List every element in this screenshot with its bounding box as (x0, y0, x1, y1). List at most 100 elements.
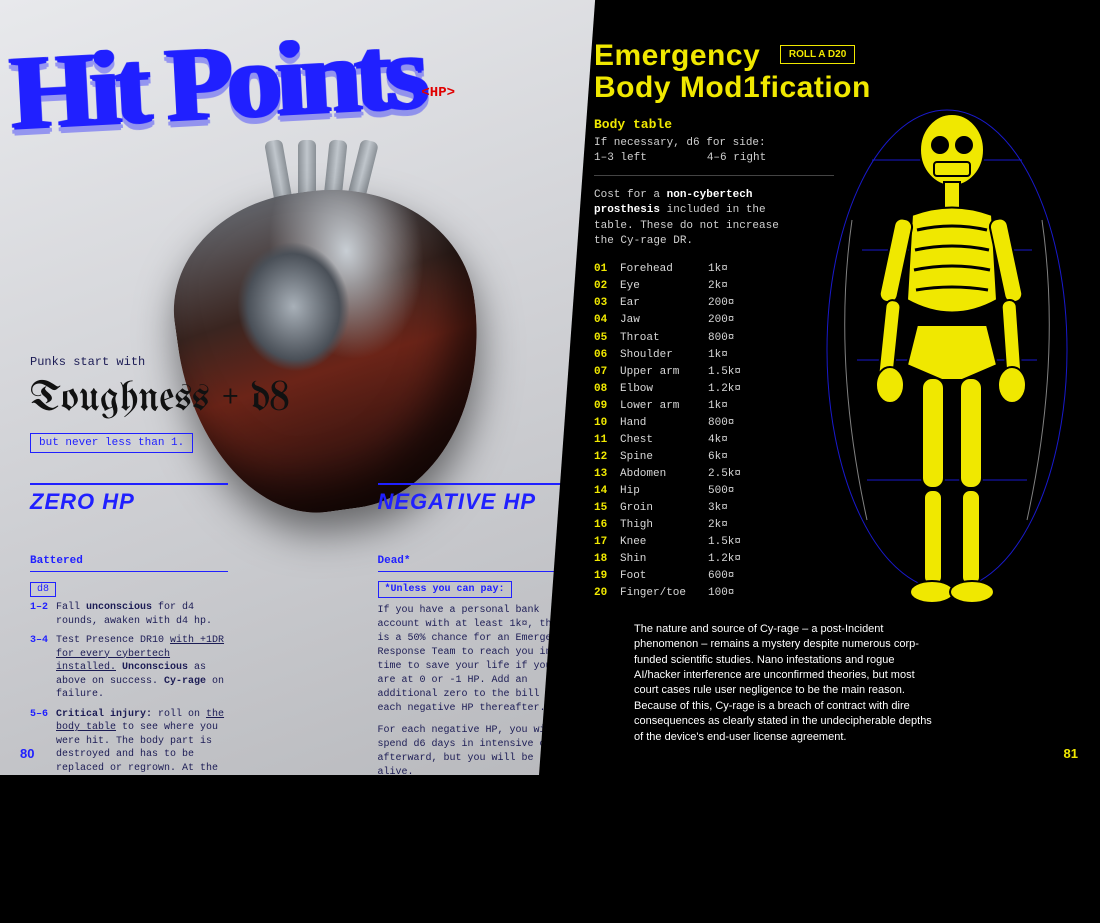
rule-number: 5–6 (30, 708, 56, 816)
body-part-number: 06 (594, 347, 620, 364)
body-part-name: Knee (620, 534, 708, 551)
body-part-name: Lower arm (620, 398, 708, 415)
unless-pay-label: *Unless you can pay: (378, 581, 512, 598)
body-part-cost: 2.5k¤ (708, 466, 741, 483)
rule-text: Critical injury: roll on the body table … (56, 708, 228, 816)
rule-number: 7 (30, 822, 56, 876)
body-part-name: Foot (620, 568, 708, 585)
side-right: 4–6 right (707, 151, 766, 166)
body-part-name: Groin (620, 500, 708, 517)
heart-illustration (160, 160, 500, 510)
cost-note: Cost for a non-cybertech prosthesis incl… (594, 188, 804, 250)
toughness-formula: Toughness + d8 (30, 377, 575, 421)
body-part-number: 07 (594, 364, 620, 381)
body-part-cost: 800¤ (708, 330, 734, 347)
body-part-number: 11 (594, 432, 620, 449)
body-part-cost: 1.2k¤ (708, 381, 741, 398)
min-hp-note: but never less than 1. (30, 433, 193, 453)
body-part-name: Throat (620, 330, 708, 347)
body-part-cost: 600¤ (708, 568, 734, 585)
body-part-number: 04 (594, 312, 620, 329)
skeleton-illustration (812, 100, 1082, 610)
body-part-number: 09 (594, 398, 620, 415)
body-part-name: Upper arm (620, 364, 708, 381)
body-part-number: 18 (594, 551, 620, 568)
body-part-cost: 3k¤ (708, 500, 728, 517)
negative-hp-sub: Dead* (378, 515, 576, 572)
body-part-name: Eye (620, 278, 708, 295)
cyrage-rules: Someone in CY-RAGE goes berserk, tempora… (378, 788, 576, 923)
body-part-number: 13 (594, 466, 620, 483)
body-part-number: 20 (594, 585, 620, 602)
body-part-cost: 6k¤ (708, 449, 728, 466)
body-part-name: Forehead (620, 261, 708, 278)
rule-number: 3–4 (30, 634, 56, 702)
emergency-title-line1: Emergency (594, 39, 760, 72)
rule-row: 3–4Test Presence DR10 with +1DR for ever… (30, 634, 228, 702)
body-part-name: Finger/toe (620, 585, 708, 602)
body-part-cost: 1k¤ (708, 261, 728, 278)
body-part-cost: 200¤ (708, 312, 734, 329)
punks-start-label: Punks start with (30, 355, 575, 369)
cyrage-lore-paragraph: The nature and source of Cy-rage – a pos… (634, 622, 934, 745)
emergency-title: Emergency ROLL A D20 Body Mod1fication (594, 40, 1070, 103)
battered-rules-list: 1–2Fall unconscious for d4 rounds, awake… (30, 601, 228, 895)
body-part-cost: 500¤ (708, 483, 734, 500)
body-part-name: Thigh (620, 517, 708, 534)
hp-tag: <HP> (421, 85, 455, 101)
body-part-number: 02 (594, 278, 620, 295)
body-part-name: Abdomen (620, 466, 708, 483)
body-part-name: Ear (620, 295, 708, 312)
body-part-cost: 2k¤ (708, 517, 728, 534)
body-part-name: Elbow (620, 381, 708, 398)
rule-number: 1–2 (30, 601, 56, 628)
body-part-number: 03 (594, 295, 620, 312)
body-part-cost: 1k¤ (708, 398, 728, 415)
body-part-number: 17 (594, 534, 620, 551)
emergency-title-line2: Body Mod1fication (594, 71, 871, 104)
rule-text: Hemorrhage: death in d2 hours unless tre… (56, 822, 228, 876)
body-part-cost: 1.2k¤ (708, 551, 741, 568)
body-part-number: 05 (594, 330, 620, 347)
body-part-cost: 1.5k¤ (708, 364, 741, 381)
page-number-right: 81 (1064, 746, 1078, 761)
rule-row: 1–2Fall unconscious for d4 rounds, awake… (30, 601, 228, 628)
body-part-cost: 800¤ (708, 415, 734, 432)
left-page: Hit Points <HP> Punks start with Toughne… (0, 0, 605, 775)
body-part-name: Spine (620, 449, 708, 466)
body-part-number: 16 (594, 517, 620, 534)
body-part-number: 10 (594, 415, 620, 432)
body-part-number: 01 (594, 261, 620, 278)
rule-row: 5–6Critical injury: roll on the body tab… (30, 708, 228, 816)
zero-hp-column: ZERO HP Battered d8 1–2Fall unconscious … (30, 483, 228, 923)
body-part-number: 19 (594, 568, 620, 585)
body-part-name: Shoulder (620, 347, 708, 364)
side-rule: If necessary, d6 for side: 1–3 left 4–6 … (594, 136, 834, 176)
body-part-number: 15 (594, 500, 620, 517)
page-title-graffiti: Hit Points (9, 34, 424, 129)
body-part-cost: 4k¤ (708, 432, 728, 449)
body-part-name: Hand (620, 415, 708, 432)
rule-text: Test Presence DR10 with +1DR for every c… (56, 634, 228, 702)
side-rule-text: If necessary, d6 for side: (594, 136, 834, 151)
zero-hp-sub: Battered (30, 515, 228, 572)
negative-hp-heading: NEGATIVE HP (378, 483, 576, 515)
right-page: Emergency ROLL A D20 Body Mod1fication B… (539, 0, 1100, 775)
body-part-cost: 100¤ (708, 585, 734, 602)
body-part-number: 08 (594, 381, 620, 398)
rule-number: 8 (30, 882, 56, 896)
roll-d20-badge: ROLL A D20 (780, 45, 855, 64)
body-part-cost: 200¤ (708, 295, 734, 312)
d8-pill: d8 (30, 582, 56, 597)
body-part-name: Shin (620, 551, 708, 568)
zero-hp-heading: ZERO HP (30, 483, 228, 515)
rule-text: Fall unconscious for d4 rounds, awaken w… (56, 601, 228, 628)
body-part-name: Chest (620, 432, 708, 449)
rule-row: 8Dead* (30, 882, 228, 896)
rule-row: 7Hemorrhage: death in d2 hours unless tr… (30, 822, 228, 876)
rule-text: Dead* (56, 882, 86, 896)
body-part-cost: 2k¤ (708, 278, 728, 295)
body-part-number: 14 (594, 483, 620, 500)
body-part-cost: 1.5k¤ (708, 534, 741, 551)
side-left: 1–3 left (594, 151, 647, 166)
